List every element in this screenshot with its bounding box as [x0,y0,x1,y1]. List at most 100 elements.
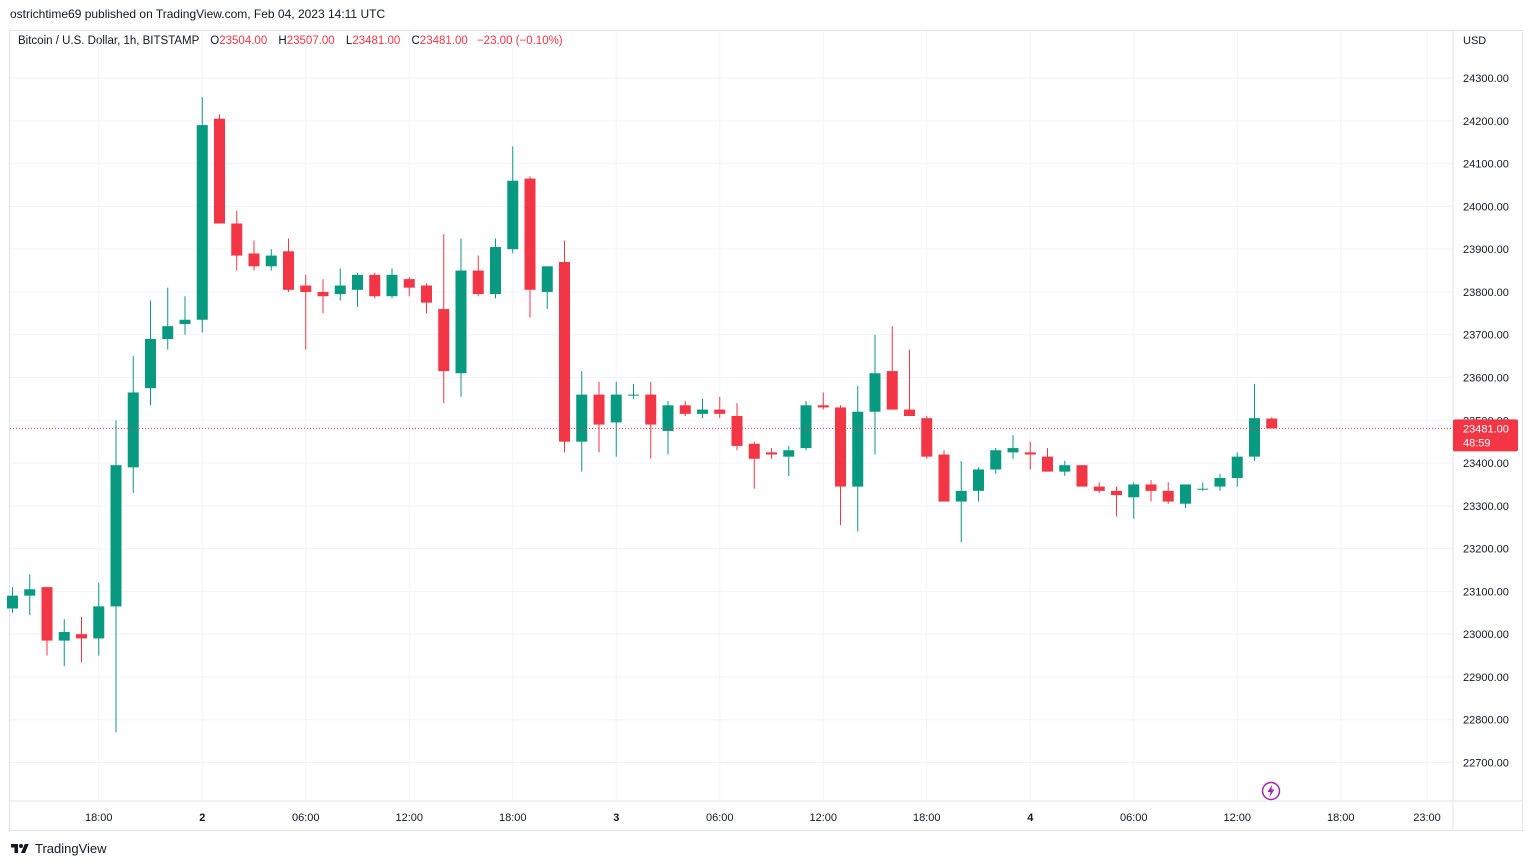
candle [231,210,243,271]
candle-body [1214,478,1226,487]
candle-body [645,394,657,425]
candle-body [990,450,1002,470]
low-label: L [345,35,353,47]
candle-body [438,309,450,372]
candle-body [1180,484,1191,504]
price-tick-label: 23000.00 [1463,629,1509,641]
last-price-label: 23481.00 48:59 [1453,419,1518,452]
candle [1145,480,1157,502]
lightning-icon[interactable] [1261,781,1281,801]
candle-body [248,253,260,267]
candle [938,450,950,502]
candle-body [852,411,864,487]
time-tick-label: 23:00 [1413,812,1441,824]
high-label: H [278,35,287,47]
candle [1059,460,1071,476]
time-tick-label: 06:00 [706,812,734,824]
candle [1266,417,1278,429]
candle-body [265,255,277,267]
candle-body [58,632,70,641]
candle [352,272,363,307]
candle [127,356,139,493]
candle-body [231,223,243,256]
candle [1162,482,1174,504]
candle [593,381,605,453]
high-value: 23507.00 [286,35,335,47]
candle [886,326,898,410]
candle [93,582,105,656]
candle-body [455,270,467,374]
candle-body [352,274,363,290]
candle [162,287,174,350]
candle [1249,383,1260,461]
time-tick-label: 3 [613,812,619,824]
candle-body [731,416,743,446]
candle-body [973,469,984,491]
candle-body [403,279,415,288]
price-tick-label: 22900.00 [1463,672,1509,684]
candle [386,268,398,299]
candle-body [1024,452,1036,455]
candle [145,300,156,406]
footer: TradingView [10,841,107,856]
candle [24,574,36,615]
open-value: 23504.00 [219,35,268,47]
candle-body [1162,490,1174,502]
candle [869,334,881,455]
price-tick-label: 23200.00 [1463,544,1509,556]
candle [1128,482,1140,519]
symbol-label: Bitcoin / U.S. Dollar, 1h, BITSTAMP [18,35,200,47]
candle-body [541,266,553,292]
price-axis: 22700.00 22800.00 22900.00 23000.00 23100.00… [1452,31,1509,831]
candle [714,396,726,419]
candle [196,97,208,333]
price-tick-label: 23900.00 [1463,244,1509,256]
candle-body [1128,484,1140,498]
last-price-countdown: 48:59 [1463,437,1491,449]
time-tick-label: 18:00 [85,812,113,824]
publish-info: ostrichtime69 published on TradingView.c… [10,7,386,21]
candle-body [24,589,36,596]
candle-body [748,443,760,459]
candle [697,398,708,419]
candle [576,371,588,472]
candle [679,401,691,416]
low-value: 23481.00 [352,35,401,47]
candle [541,266,553,310]
candle [1024,441,1036,470]
candle-body [507,180,519,250]
chart-legend: Bitcoin / U.S. Dollar, 1h, BITSTAMP O235… [18,35,563,47]
candle-body [162,326,174,339]
candle-body [1076,465,1088,487]
candle-body [1197,488,1209,490]
candle [990,448,1002,474]
candle-body [783,450,795,457]
candle [1007,435,1019,459]
candle [766,448,777,459]
candle [973,467,984,502]
candle-body [869,373,881,412]
time-tick-label: 2 [199,812,205,824]
candle-body [317,291,329,297]
candle-body [766,452,777,455]
candle [1042,448,1053,472]
candle [955,460,967,543]
candle-body [904,409,915,416]
candle [214,114,225,224]
currency-label[interactable]: USD [1463,35,1487,47]
price-tick-label: 23100.00 [1463,586,1509,598]
candle [800,401,812,451]
candle [421,283,432,314]
tradingview-logo-icon [11,843,29,853]
candle [490,238,501,299]
candle-body [7,595,18,609]
candle [110,420,122,733]
candle [472,255,484,297]
candle [300,274,312,350]
candle [369,272,381,299]
candle [731,403,743,451]
candle-body [1059,465,1071,472]
candle-body [593,394,605,425]
candle-body [472,270,484,295]
